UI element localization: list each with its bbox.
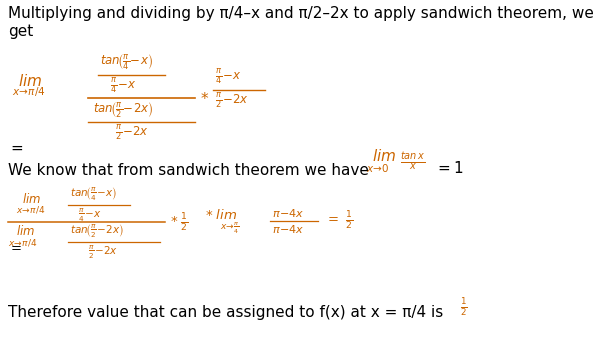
Text: $*\ \frac{1}{2}$: $*\ \frac{1}{2}$ [170,212,189,234]
Text: $\frac{\pi}{2}\!-\!2x$: $\frac{\pi}{2}\!-\!2x$ [88,244,118,261]
Text: $\mathit{lim}$: $\mathit{lim}$ [22,192,41,206]
Text: $tan\!\left(\frac{\pi}{4}\!-\!x\right)$: $tan\!\left(\frac{\pi}{4}\!-\!x\right)$ [100,52,153,71]
Text: $*$: $*$ [200,90,209,105]
Text: $\pi\!-\!4x$: $\pi\!-\!4x$ [272,223,305,235]
Text: $x\!\to\!\frac{\pi}{4}$: $x\!\to\!\frac{\pi}{4}$ [220,221,240,236]
Text: $\frac{\pi}{4}\!-\!x$: $\frac{\pi}{4}\!-\!x$ [78,207,102,224]
Text: $*\ \mathit{lim}$: $*\ \mathit{lim}$ [205,208,237,222]
Text: $\frac{1}{2}$: $\frac{1}{2}$ [460,296,468,318]
Text: $\mathit{lim}$: $\mathit{lim}$ [16,224,35,238]
Text: $\frac{\pi}{2}\!-\!2x$: $\frac{\pi}{2}\!-\!2x$ [215,92,249,111]
Text: $\mathit{lim}$: $\mathit{lim}$ [372,148,396,164]
Text: $x\!\to\!\pi/4$: $x\!\to\!\pi/4$ [8,237,37,248]
Text: $\frac{tan\,x}{x}$: $\frac{tan\,x}{x}$ [400,150,426,172]
Text: $\frac{\pi}{4}\!-\!x$: $\frac{\pi}{4}\!-\!x$ [215,68,242,87]
Text: Multiplying and dividing by π/4–x and π/2–2x to apply sandwich theorem, we: Multiplying and dividing by π/4–x and π/… [8,6,594,21]
Text: get: get [8,24,33,39]
Text: We know that from sandwich theorem we have: We know that from sandwich theorem we ha… [8,163,369,178]
Text: $\mathit{lim}$: $\mathit{lim}$ [18,73,42,89]
Text: $x\!\to\!\pi/4$: $x\!\to\!\pi/4$ [12,85,46,98]
Text: $x\!\to\!\pi/4$: $x\!\to\!\pi/4$ [16,204,45,215]
Text: $tan\!\left(\frac{\pi}{2}\!-\!2x\right)$: $tan\!\left(\frac{\pi}{2}\!-\!2x\right)$ [93,100,153,119]
Text: $\frac{\pi}{2}\!-\!2x$: $\frac{\pi}{2}\!-\!2x$ [115,124,149,143]
Text: $=$: $=$ [8,240,22,253]
Text: $tan\!\left(\frac{\pi}{2}\!-\!2x\right)$: $tan\!\left(\frac{\pi}{2}\!-\!2x\right)$ [70,223,124,240]
Text: Therefore value that can be assigned to f(x) at x = π/4 is: Therefore value that can be assigned to … [8,305,444,320]
Text: $x\!\to\!0$: $x\!\to\!0$ [366,162,389,174]
Text: $tan\!\left(\frac{\pi}{4}\!-\!x\right)$: $tan\!\left(\frac{\pi}{4}\!-\!x\right)$ [70,186,117,203]
Text: $\frac{\pi}{4}\!-\!x$: $\frac{\pi}{4}\!-\!x$ [110,77,136,96]
Text: $\pi\!-\!4x$: $\pi\!-\!4x$ [272,207,305,219]
Text: $=\ \frac{1}{2}$: $=\ \frac{1}{2}$ [325,210,353,232]
Text: $= 1$: $= 1$ [435,160,464,176]
Text: $=$: $=$ [8,140,24,155]
